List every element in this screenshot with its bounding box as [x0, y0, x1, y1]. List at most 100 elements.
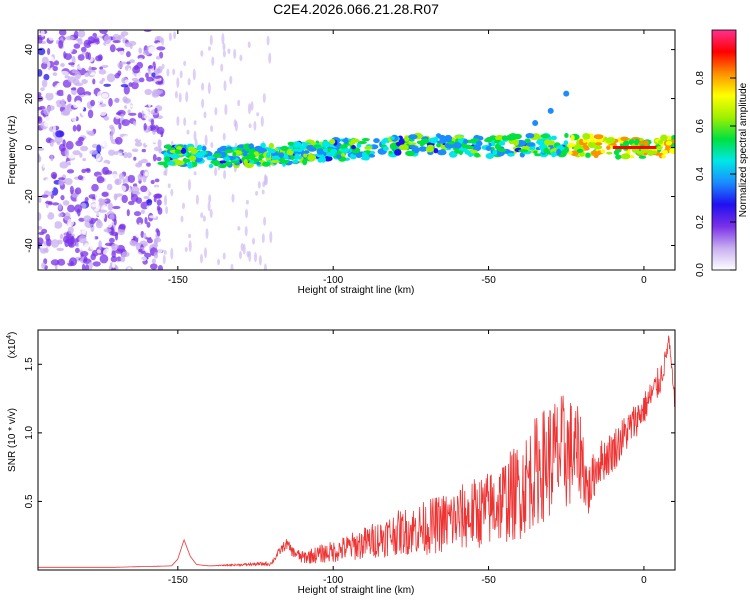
noise-cell	[146, 162, 151, 167]
noise-cell	[54, 60, 59, 66]
noise-cell	[101, 77, 105, 82]
trace-cell	[556, 148, 561, 156]
noise-cell	[38, 237, 44, 246]
noise-cell	[67, 76, 77, 83]
trace-cell	[452, 142, 463, 149]
noise-cell	[263, 263, 267, 270]
trace-cell	[339, 144, 348, 149]
noise-cell	[112, 40, 121, 44]
noise-cell	[111, 261, 116, 269]
noise-cell	[84, 72, 90, 77]
noise-cell	[143, 265, 151, 269]
noise-cell	[50, 259, 60, 266]
noise-cell	[40, 217, 48, 221]
noise-cell	[117, 152, 123, 159]
noise-cell	[74, 187, 82, 195]
noise-cell	[58, 143, 66, 152]
trace-cell	[485, 153, 494, 159]
noise-cell	[50, 139, 56, 144]
noise-cell	[154, 193, 163, 199]
trace-cell	[418, 146, 428, 152]
noise-cell	[52, 125, 56, 133]
noise-cell	[77, 107, 85, 111]
noise-cell	[73, 230, 82, 235]
noise-cell	[71, 114, 77, 122]
trace-cell	[180, 147, 187, 154]
noise-cell	[101, 263, 107, 270]
noise-cell	[114, 78, 122, 87]
noise-cell	[118, 50, 125, 59]
noise-cell	[163, 249, 167, 255]
y-tick-label: 20	[24, 93, 35, 105]
trace-cell	[260, 142, 266, 149]
noise-cell	[112, 205, 121, 210]
trace-cell	[299, 145, 307, 151]
noise-cell	[137, 173, 143, 182]
noise-cell	[209, 34, 213, 46]
noise-cell	[116, 256, 122, 263]
noise-cell	[245, 208, 248, 219]
noise-cell	[146, 76, 154, 82]
noise-cell	[157, 265, 163, 270]
noise-cell	[239, 251, 242, 260]
noise-cell	[153, 146, 162, 152]
noise-cell	[95, 105, 102, 111]
noise-cell	[134, 260, 140, 265]
noise-cell	[136, 118, 141, 127]
noise-cell	[101, 64, 109, 69]
noise-cell	[136, 72, 143, 80]
noise-cell	[220, 63, 224, 72]
noise-cell	[103, 83, 111, 87]
y-tick-label: 1.5	[24, 357, 35, 371]
trace-cell	[213, 160, 220, 167]
noise-cell	[111, 243, 119, 250]
noise-cell	[156, 156, 162, 162]
trace-cell	[474, 152, 480, 158]
noise-cell	[156, 126, 165, 135]
noise-cell	[144, 171, 149, 177]
noise-cell	[116, 244, 125, 252]
noise-cell	[168, 32, 172, 41]
noise-cell	[188, 240, 192, 252]
trace-cell	[667, 135, 672, 141]
noise-cell	[76, 197, 81, 202]
noise-cell	[156, 199, 162, 206]
snr-axes: -150 -100 -50 0 0.5 1.0 1.5	[24, 330, 675, 586]
noise-cell	[203, 111, 207, 119]
branch-cell	[532, 120, 539, 127]
noise-cell	[160, 84, 164, 89]
noise-cell	[132, 100, 142, 105]
noise-cell	[111, 267, 116, 270]
trace-cell	[164, 156, 171, 163]
trace-cell	[212, 153, 222, 159]
noise-cell	[204, 134, 208, 146]
colorbar-tick-label: 0.8	[695, 71, 706, 85]
noise-cell	[120, 113, 124, 118]
noise-cell	[128, 112, 137, 116]
trace-cell	[381, 139, 386, 146]
noise-cell	[162, 254, 166, 265]
noise-cell	[140, 89, 145, 96]
x-tick-label: -50	[481, 275, 496, 286]
noise-cell	[45, 92, 54, 101]
noise-cell	[83, 94, 91, 103]
noise-cell	[222, 132, 226, 141]
trace-cell	[454, 135, 464, 139]
noise-cell	[248, 123, 252, 129]
noise-cell	[133, 156, 137, 161]
branch-cell	[563, 90, 570, 97]
trace-cell	[187, 161, 193, 169]
noise-cell	[41, 62, 48, 70]
trace-cell	[157, 161, 168, 166]
spectrogram-frame	[37, 29, 676, 271]
noise-cell	[157, 139, 162, 148]
noise-cell	[146, 205, 153, 210]
noise-cell	[38, 143, 41, 147]
noise-cell	[38, 69, 43, 77]
trace-cell	[268, 142, 274, 150]
snr-x-label: Height of straight line (km)	[298, 585, 415, 596]
noise-cell	[155, 80, 164, 85]
noise-cell	[146, 98, 151, 104]
trace-cell	[175, 160, 185, 166]
noise-cell	[127, 267, 131, 270]
